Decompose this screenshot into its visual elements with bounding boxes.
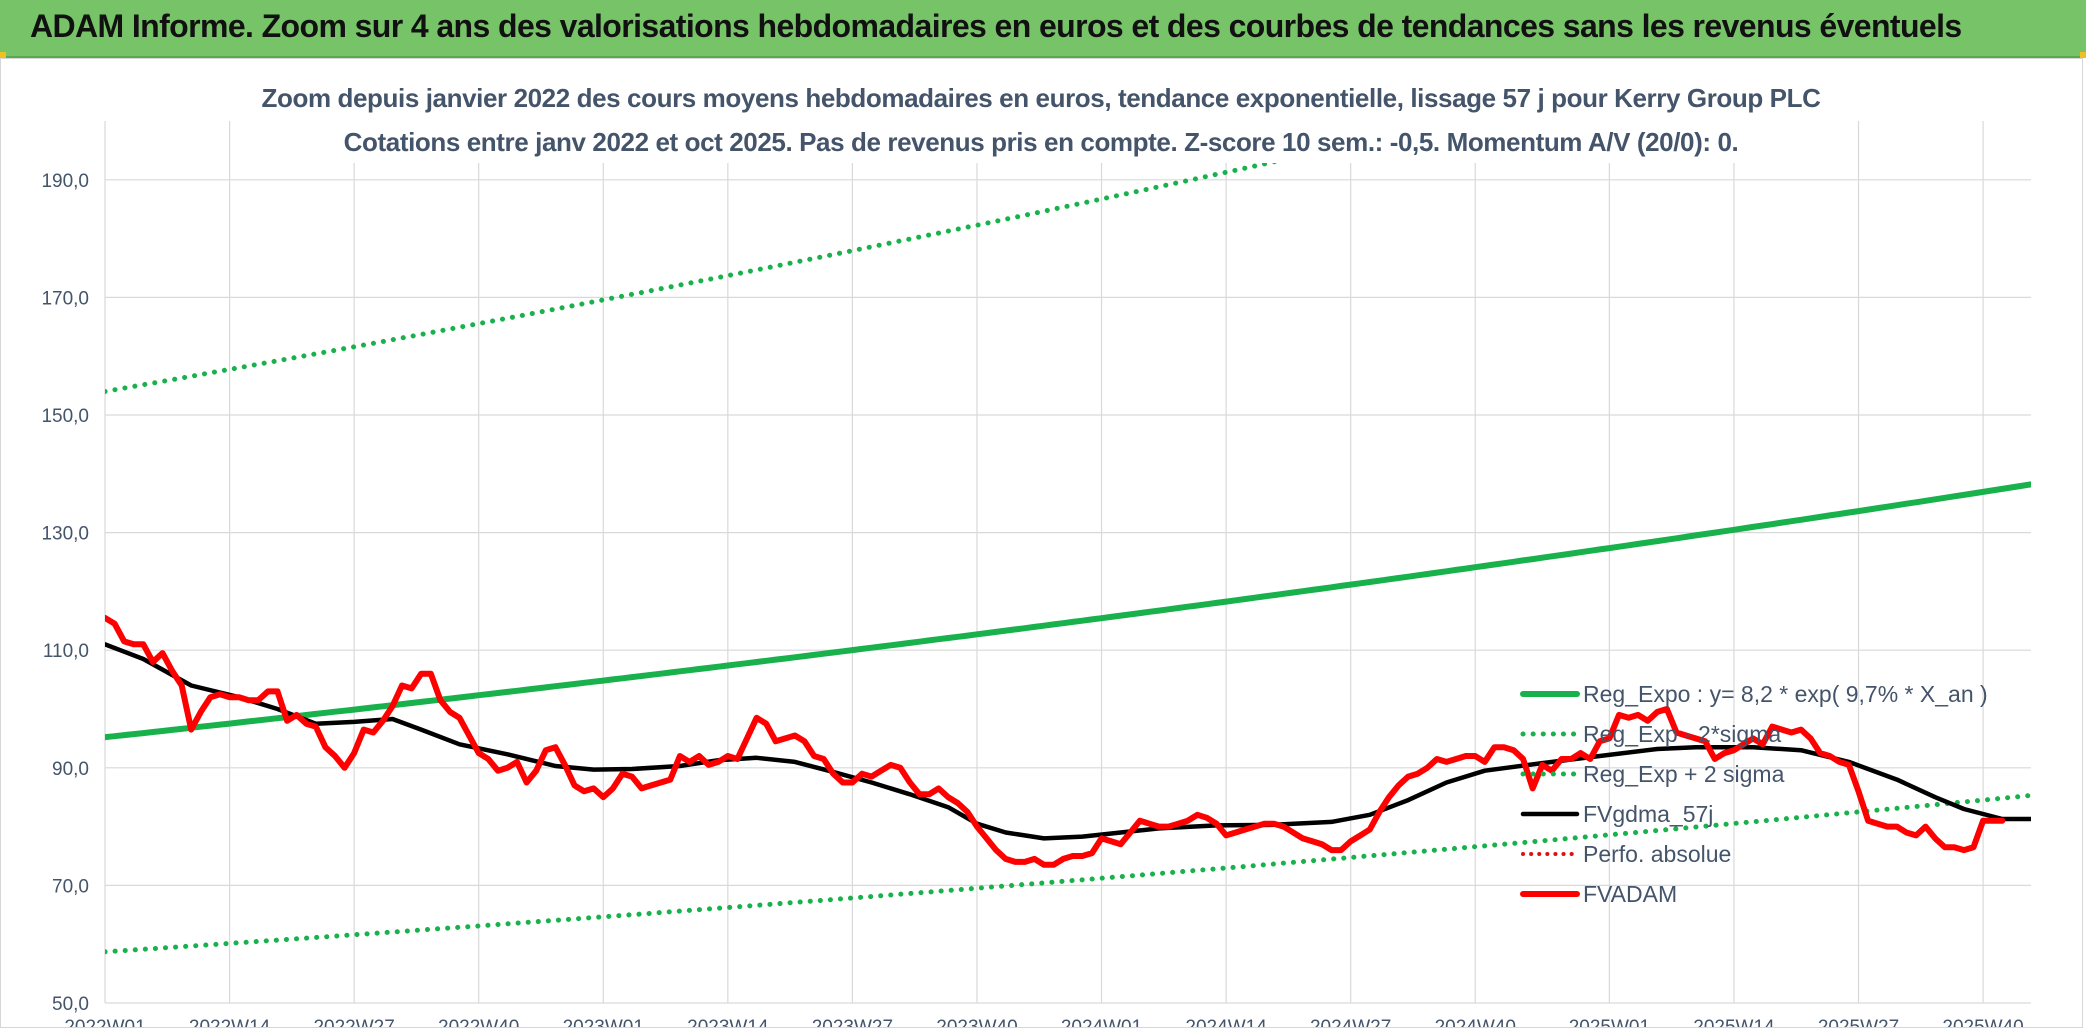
- gridlines: [104, 121, 2031, 1004]
- x-tick-label: 2022W14: [189, 1017, 271, 1027]
- legend-label-2: Reg_Exp + 2 sigma: [1583, 761, 1785, 787]
- series-line-2: [105, 121, 1468, 394]
- chart-title: Zoom depuis janvier 2022 des cours moyen…: [262, 83, 1822, 113]
- legend-label-5: FVADAM: [1583, 881, 1677, 907]
- series-line-1: [105, 792, 2031, 955]
- banner-corner-left: [0, 52, 6, 58]
- x-tick-label: 2024W40: [1435, 1017, 1516, 1027]
- x-tick-label: 2023W01: [563, 1017, 644, 1027]
- legend-label-4: Perfo. absolue: [1583, 841, 1731, 867]
- x-tick-label: 2024W01: [1061, 1017, 1142, 1027]
- x-tick-label: 2022W01: [64, 1017, 145, 1027]
- x-tick-label: 2022W40: [438, 1017, 519, 1027]
- legend: Reg_Expo : y= 8,2 * exp( 9,7% * X_an ) Re…: [1520, 681, 1988, 907]
- y-tick-label: 190,0: [41, 171, 89, 192]
- y-tick-label: 110,0: [43, 641, 89, 662]
- report-banner: ADAM Informe. Zoom sur 4 ans des valoris…: [0, 0, 2086, 58]
- y-tick-label: 50,0: [52, 994, 89, 1015]
- banner-corner-right: [2080, 52, 2086, 58]
- series-layer: [105, 121, 2031, 955]
- x-tick-label: 2022W27: [313, 1017, 394, 1027]
- legend-label-0: Reg_Expo : y= 8,2 * exp( 9,7% * X_an ): [1583, 681, 1988, 707]
- series-line-5: [105, 614, 2006, 868]
- chart-svg: 50,0 70,0 90,0 110,0 130,0 150,0 170,0 190,0 20…: [41, 83, 2031, 1027]
- x-tick-label: 2025W01: [1569, 1017, 1650, 1027]
- chart-frame: 50,0 70,0 90,0 110,0 130,0 150,0 170,0 190,0 20…: [0, 58, 2083, 1028]
- chart-subtitle: Cotations entre janv 2022 et oct 2025. P…: [344, 127, 1739, 157]
- series-line-0: [105, 481, 2031, 741]
- y-tick-label: 90,0: [52, 759, 89, 780]
- y-axis-ticks: 50,0 70,0 90,0 110,0 130,0 150,0 170,0 190,0: [41, 171, 89, 1015]
- x-tick-label: 2023W14: [687, 1017, 769, 1027]
- y-tick-label: 130,0: [41, 524, 89, 545]
- x-tick-label: 2023W40: [936, 1017, 1017, 1027]
- series-line-3: [105, 642, 2031, 841]
- x-tick-label: 2024W14: [1185, 1017, 1267, 1027]
- legend-label-3: FVgdma_57j: [1583, 801, 1713, 827]
- legend-label-1: Reg_Exp - 2*sigma: [1583, 721, 1781, 747]
- x-tick-label: 2024W27: [1310, 1017, 1391, 1027]
- x-tick-label: 2025W27: [1818, 1017, 1899, 1027]
- x-axis-ticks: 2022W01 2022W14 2022W27 2022W40 2023W01 2023W…: [64, 1017, 2023, 1027]
- report-banner-title: ADAM Informe. Zoom sur 4 ans des valoris…: [30, 8, 1962, 44]
- y-tick-label: 70,0: [52, 876, 89, 897]
- y-tick-label: 150,0: [41, 406, 89, 427]
- x-tick-label: 2023W27: [812, 1017, 893, 1027]
- x-tick-label: 2025W14: [1693, 1017, 1775, 1027]
- title-background: [301, 121, 1761, 163]
- y-tick-label: 170,0: [41, 288, 89, 309]
- x-tick-label: 2025W40: [1942, 1017, 2023, 1027]
